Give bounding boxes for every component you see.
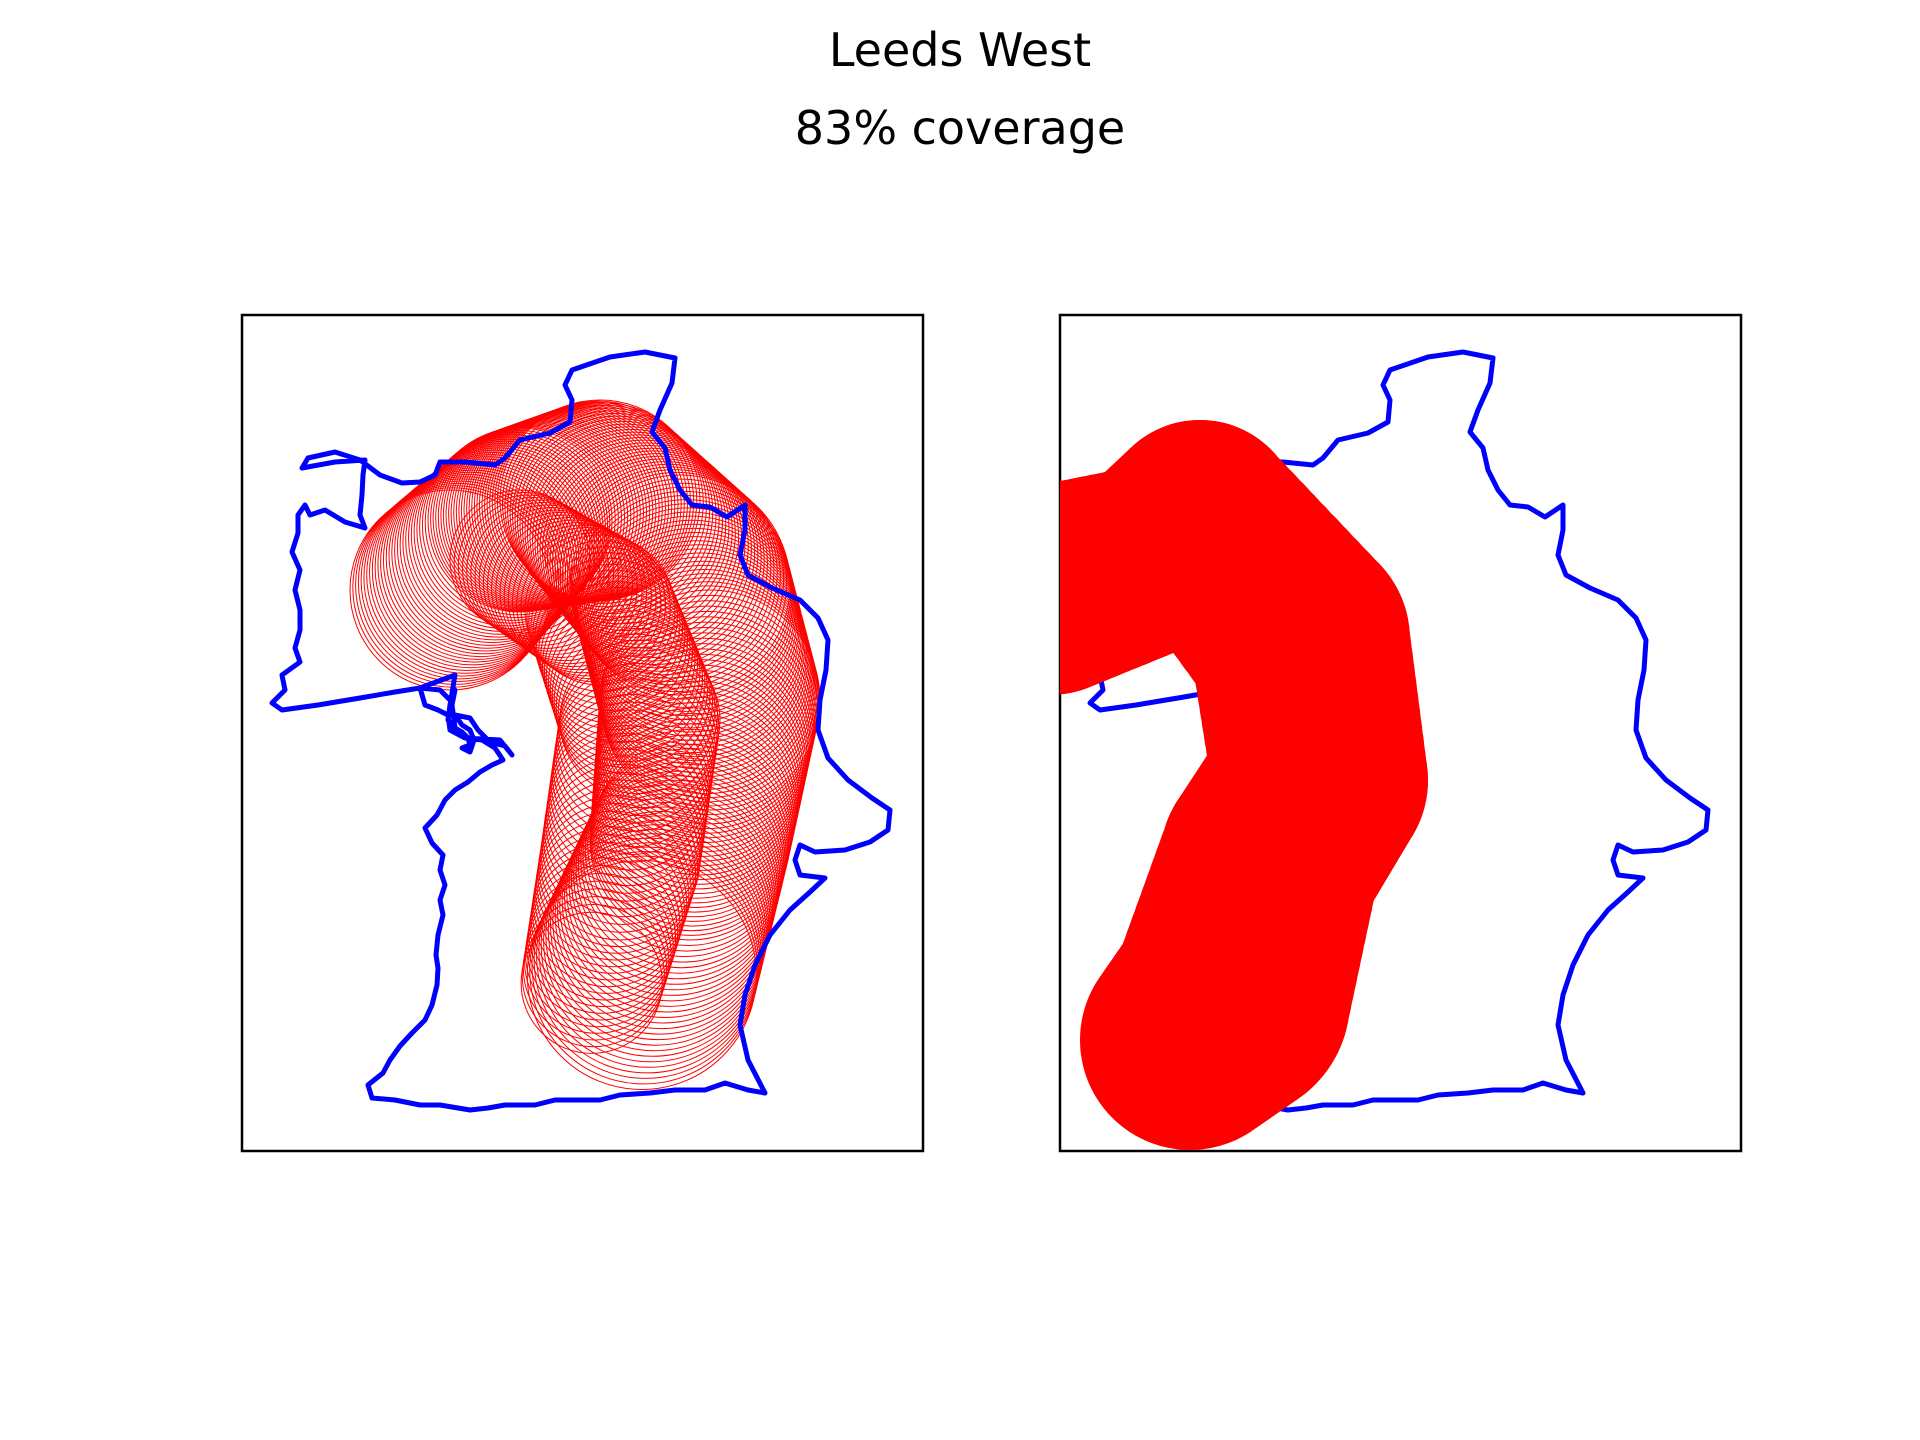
coverage-circle — [522, 896, 668, 1041]
coverage-circle — [520, 911, 663, 1054]
coverage-circle — [551, 616, 711, 775]
coverage-circle — [360, 480, 560, 680]
figure-title: Leeds West — [828, 23, 1092, 77]
coverage-circle — [529, 855, 758, 1085]
panel-left — [240, 313, 925, 1153]
coverage-circle — [516, 529, 666, 680]
coverage-area-filled — [1060, 420, 1428, 1150]
coverage-circle — [524, 426, 733, 635]
coverage-circle — [566, 784, 778, 996]
panel-right — [1058, 313, 1743, 1153]
coverage-circle — [586, 540, 808, 762]
coverage-circle — [561, 793, 776, 1007]
coverage-circle — [457, 494, 601, 637]
coverage-circle — [545, 598, 704, 756]
coverage-circle — [509, 410, 714, 614]
coverage-circle — [552, 455, 768, 672]
coverage-circle — [449, 489, 591, 631]
coverage-circle — [491, 514, 638, 662]
coverage-circle — [526, 860, 757, 1090]
coverage-fill-circle — [1080, 930, 1300, 1150]
coverage-circle — [589, 739, 791, 941]
coverage-circle — [396, 451, 589, 644]
coverage-circle — [542, 444, 756, 659]
coverage-circle — [595, 573, 817, 795]
coverage-circle — [521, 904, 665, 1048]
coverage-circle — [529, 431, 740, 642]
coverage-circle — [587, 544, 809, 766]
coverage-circle — [564, 469, 785, 689]
coverage-circle — [466, 499, 610, 643]
coverage-circle — [545, 824, 767, 1046]
coverage-circle — [544, 447, 759, 662]
coverage-circle — [555, 627, 716, 788]
coverage-circle — [502, 402, 704, 604]
constituency-boundary-left — [269, 349, 893, 1113]
coverage-circle — [568, 779, 780, 991]
coverage-circle — [507, 524, 657, 674]
coverage-circle — [512, 527, 662, 677]
coverage-circle — [592, 560, 813, 782]
coverage-circle — [559, 797, 775, 1013]
coverage-circle — [573, 770, 782, 980]
coverage-circle — [549, 610, 709, 769]
coverage-circle — [421, 431, 609, 619]
coverage-circle — [453, 492, 596, 634]
coverage-circle — [487, 512, 633, 658]
coverage-circle — [554, 458, 772, 676]
coverage-circle — [474, 504, 619, 649]
figure-subtitle: 83% coverage — [794, 101, 1126, 155]
coverage-circle — [522, 423, 730, 631]
